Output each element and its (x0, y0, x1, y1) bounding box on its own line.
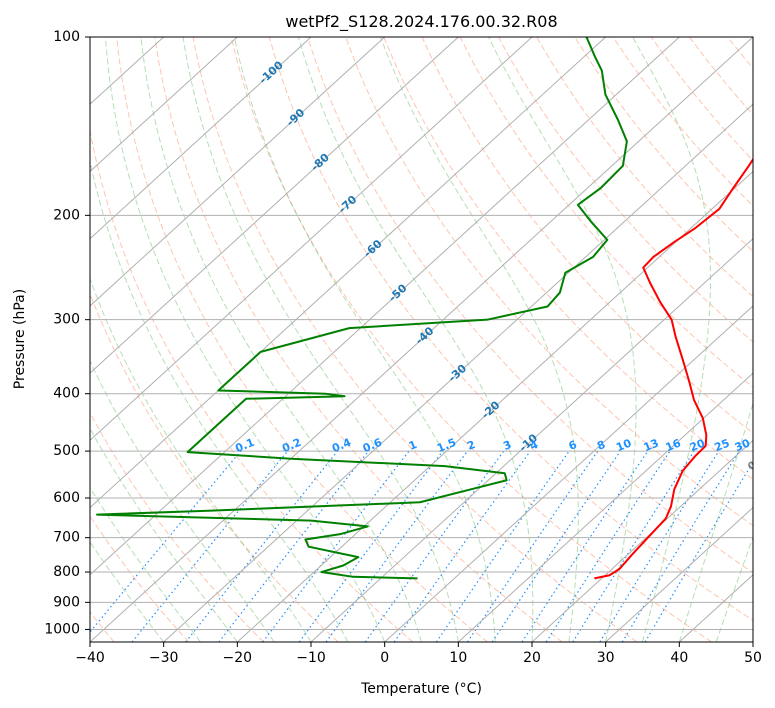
isotherm-gridline (90, 37, 386, 307)
moist-adiabat-line (380, 37, 579, 642)
x-tick-label: 0 (380, 650, 389, 666)
mixing-ratio-line (572, 450, 695, 642)
dry-adiabat-line (116, 37, 488, 642)
plot-frame (89, 36, 754, 643)
x-tick-label: −40 (75, 650, 105, 666)
y-tick-label: 700 (53, 530, 80, 546)
mixing-ratio-label: 3 (501, 438, 513, 453)
x-tick-label: −10 (296, 650, 326, 666)
isotherm-gridline (90, 37, 533, 442)
moist-adiabat-line (104, 37, 386, 642)
moist-adiabat-line (678, 401, 753, 642)
mixing-ratio-line (599, 450, 720, 642)
x-tick-label: −30 (149, 650, 179, 666)
mixing-ratio-line (545, 450, 671, 642)
moist-adiabats (90, 37, 753, 642)
moist-adiabat-line (297, 37, 534, 642)
isotherm-gridline (310, 237, 753, 642)
dewpoint-profile-line (95, 37, 628, 580)
dry-adiabat-line (90, 515, 190, 642)
x-tick-label: 20 (523, 650, 541, 666)
mixing-ratio-label: 25 (712, 437, 731, 455)
isotherm-gridline (90, 37, 238, 173)
mixing-ratio-line (393, 450, 531, 642)
moist-adiabat-line (90, 158, 349, 642)
mixing-ratio-line (185, 450, 339, 642)
isotherm-gridlines (90, 37, 753, 642)
plot-area: -100-90-80-70-60-50-40-30-20-100.1 0.2 0.4… (90, 37, 760, 642)
moist-adiabat-label: 0 (745, 458, 760, 473)
y-tick-label: 600 (53, 490, 80, 506)
isotherm-gridline (90, 37, 680, 576)
mixing-ratio-line (621, 450, 740, 642)
mixing-ratio-line (435, 450, 570, 642)
x-axis-ticks: −40 −30 −20 −10 0 10 20 30 40 50 (75, 642, 762, 666)
temperature-profile-line (594, 157, 753, 580)
x-tick-label: 40 (670, 650, 688, 666)
mixing-ratio-line (467, 450, 599, 642)
mixing-ratio-line (491, 450, 621, 642)
isotherm-gridline (90, 37, 607, 509)
isotherm-gridline (90, 37, 753, 642)
mixing-ratio-label: 1 (407, 438, 419, 453)
isotherm-gridline (236, 170, 753, 642)
x-tick-label: −20 (223, 650, 253, 666)
mixing-ratio-line (262, 450, 410, 642)
sounding-series (95, 37, 753, 580)
dry-adiabats (90, 37, 753, 642)
dry-adiabat-line (497, 37, 753, 343)
moist-adiabat-line (90, 427, 238, 642)
x-axis-label: Temperature (°C) (360, 681, 482, 697)
mixing-ratio-label: 16 (664, 436, 683, 454)
y-tick-label: 800 (53, 564, 80, 580)
moist-adiabat-line (140, 37, 422, 642)
y-tick-label: 100 (53, 29, 80, 45)
y-tick-label: 200 (53, 207, 80, 223)
isotherm-gridline (163, 103, 753, 642)
mixing-ratio-line (521, 450, 649, 642)
dry-adiabat-line (192, 37, 638, 642)
isotherm-gridline (90, 37, 459, 374)
isotherm-gridline (531, 439, 753, 642)
y-tick-label: 400 (53, 386, 80, 402)
y-tick-label: 1000 (44, 621, 80, 637)
mixing-ratio-label: 2 (465, 438, 477, 453)
dry-adiabat-line (90, 411, 264, 642)
dry-adiabat-line (536, 37, 753, 298)
x-tick-label: 50 (744, 650, 762, 666)
moist-adiabat-line (182, 37, 459, 642)
dry-adiabat-line (383, 37, 753, 480)
isotherm-gridline (90, 37, 312, 240)
moist-adiabat-line (90, 359, 275, 642)
isotherm-gridline (457, 372, 753, 642)
mixing-ratio-label: 30 (733, 436, 752, 454)
y-tick-label: 500 (53, 443, 80, 459)
moist-adiabat-line (488, 37, 637, 642)
x-tick-label: 10 (449, 650, 467, 666)
dry-adiabat-line (459, 37, 753, 388)
mixing-ratio-lines (90, 450, 753, 642)
chart-title: wetPf2_S128.2024.176.00.32.R08 (285, 12, 557, 32)
mixing-ratio-label: 10 (614, 436, 633, 454)
dry-adiabat-line (307, 37, 753, 574)
isotherm-gridline (605, 506, 753, 642)
dry-adiabat-line (90, 292, 339, 642)
dry-adiabat-line (268, 37, 753, 622)
y-tick-label: 300 (53, 312, 80, 328)
isotherm-gridline (384, 305, 753, 642)
mixing-ratio-label: 13 (642, 437, 661, 455)
dry-adiabat-line (154, 37, 563, 642)
x-tick-label: 30 (597, 650, 615, 666)
y-axis-ticks: 1000 900 800 700 600 500 400 300 200 100 (44, 29, 90, 637)
mixing-ratio-label: 20 (688, 436, 707, 454)
isobar-gridlines (90, 37, 753, 630)
y-axis-label: Pressure (hPa) (12, 289, 28, 389)
y-tick-label: 900 (53, 594, 80, 610)
moist-adiabat-line (233, 37, 496, 642)
mixing-ratio-label: 8 (595, 438, 607, 453)
